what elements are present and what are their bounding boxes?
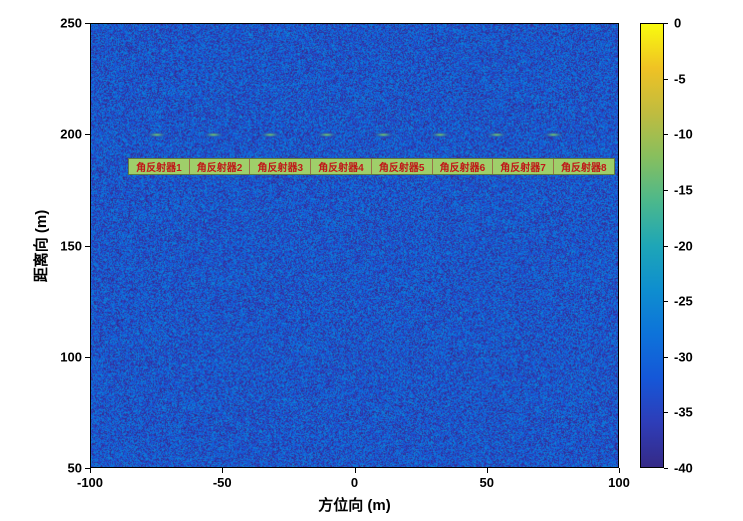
heatmap-noise-canvas <box>91 24 618 467</box>
reflector-label-4: 角反射器4 <box>311 159 372 175</box>
y-tick-label: 50 <box>68 461 82 476</box>
y-tick-mark <box>85 246 90 247</box>
colorbar-tick-mark <box>664 301 668 302</box>
colorbar-tick-label: -15 <box>674 182 693 197</box>
reflector-label-strip: 角反射器1角反射器2角反射器3角反射器4角反射器5角反射器6角反射器7角反射器8 <box>128 158 615 176</box>
reflector-label-2: 角反射器2 <box>190 159 251 175</box>
y-tick-label: 150 <box>60 238 82 253</box>
x-tick-label: 50 <box>480 475 494 490</box>
x-tick-mark <box>619 468 620 473</box>
colorbar-tick-label: -25 <box>674 294 693 309</box>
x-tick-mark <box>90 468 91 473</box>
y-tick-label: 200 <box>60 127 82 142</box>
reflector-label-8: 角反射器8 <box>554 159 614 175</box>
x-tick-mark <box>487 468 488 473</box>
colorbar-tick-mark <box>664 412 668 413</box>
x-tick-mark <box>222 468 223 473</box>
x-axis-label: 方位向 (m) <box>318 494 391 515</box>
y-tick-mark <box>85 357 90 358</box>
colorbar-tick-mark <box>664 246 668 247</box>
x-tick-label: 100 <box>608 475 630 490</box>
colorbar <box>640 23 664 468</box>
reflector-label-3: 角反射器3 <box>250 159 311 175</box>
y-tick-label: 250 <box>60 16 82 31</box>
colorbar-tick-mark <box>664 357 668 358</box>
plot-area: 角反射器1角反射器2角反射器3角反射器4角反射器5角反射器6角反射器7角反射器8 <box>90 23 619 468</box>
y-axis-label: 距离向 (m) <box>30 209 51 282</box>
colorbar-tick-label: -30 <box>674 349 693 364</box>
colorbar-tick-label: 0 <box>674 16 681 31</box>
x-tick-mark <box>355 468 356 473</box>
colorbar-tick-label: -40 <box>674 461 693 476</box>
colorbar-tick-mark <box>664 468 668 469</box>
reflector-label-7: 角反射器7 <box>493 159 554 175</box>
y-tick-label: 100 <box>60 349 82 364</box>
reflector-label-5: 角反射器5 <box>372 159 433 175</box>
colorbar-tick-label: -5 <box>674 71 686 86</box>
figure-container: 角反射器1角反射器2角反射器3角反射器4角反射器5角反射器6角反射器7角反射器8… <box>0 0 743 521</box>
colorbar-tick-label: -35 <box>674 405 693 420</box>
colorbar-tick-mark <box>664 23 668 24</box>
y-tick-mark <box>85 23 90 24</box>
y-tick-mark <box>85 134 90 135</box>
colorbar-tick-mark <box>664 190 668 191</box>
x-tick-label: -50 <box>213 475 232 490</box>
y-tick-mark <box>85 468 90 469</box>
x-tick-label: -100 <box>77 475 103 490</box>
colorbar-tick-mark <box>664 134 668 135</box>
colorbar-tick-label: -10 <box>674 127 693 142</box>
reflector-label-6: 角反射器6 <box>433 159 494 175</box>
x-tick-label: 0 <box>351 475 358 490</box>
colorbar-tick-mark <box>664 79 668 80</box>
reflector-label-1: 角反射器1 <box>129 159 190 175</box>
colorbar-tick-label: -20 <box>674 238 693 253</box>
